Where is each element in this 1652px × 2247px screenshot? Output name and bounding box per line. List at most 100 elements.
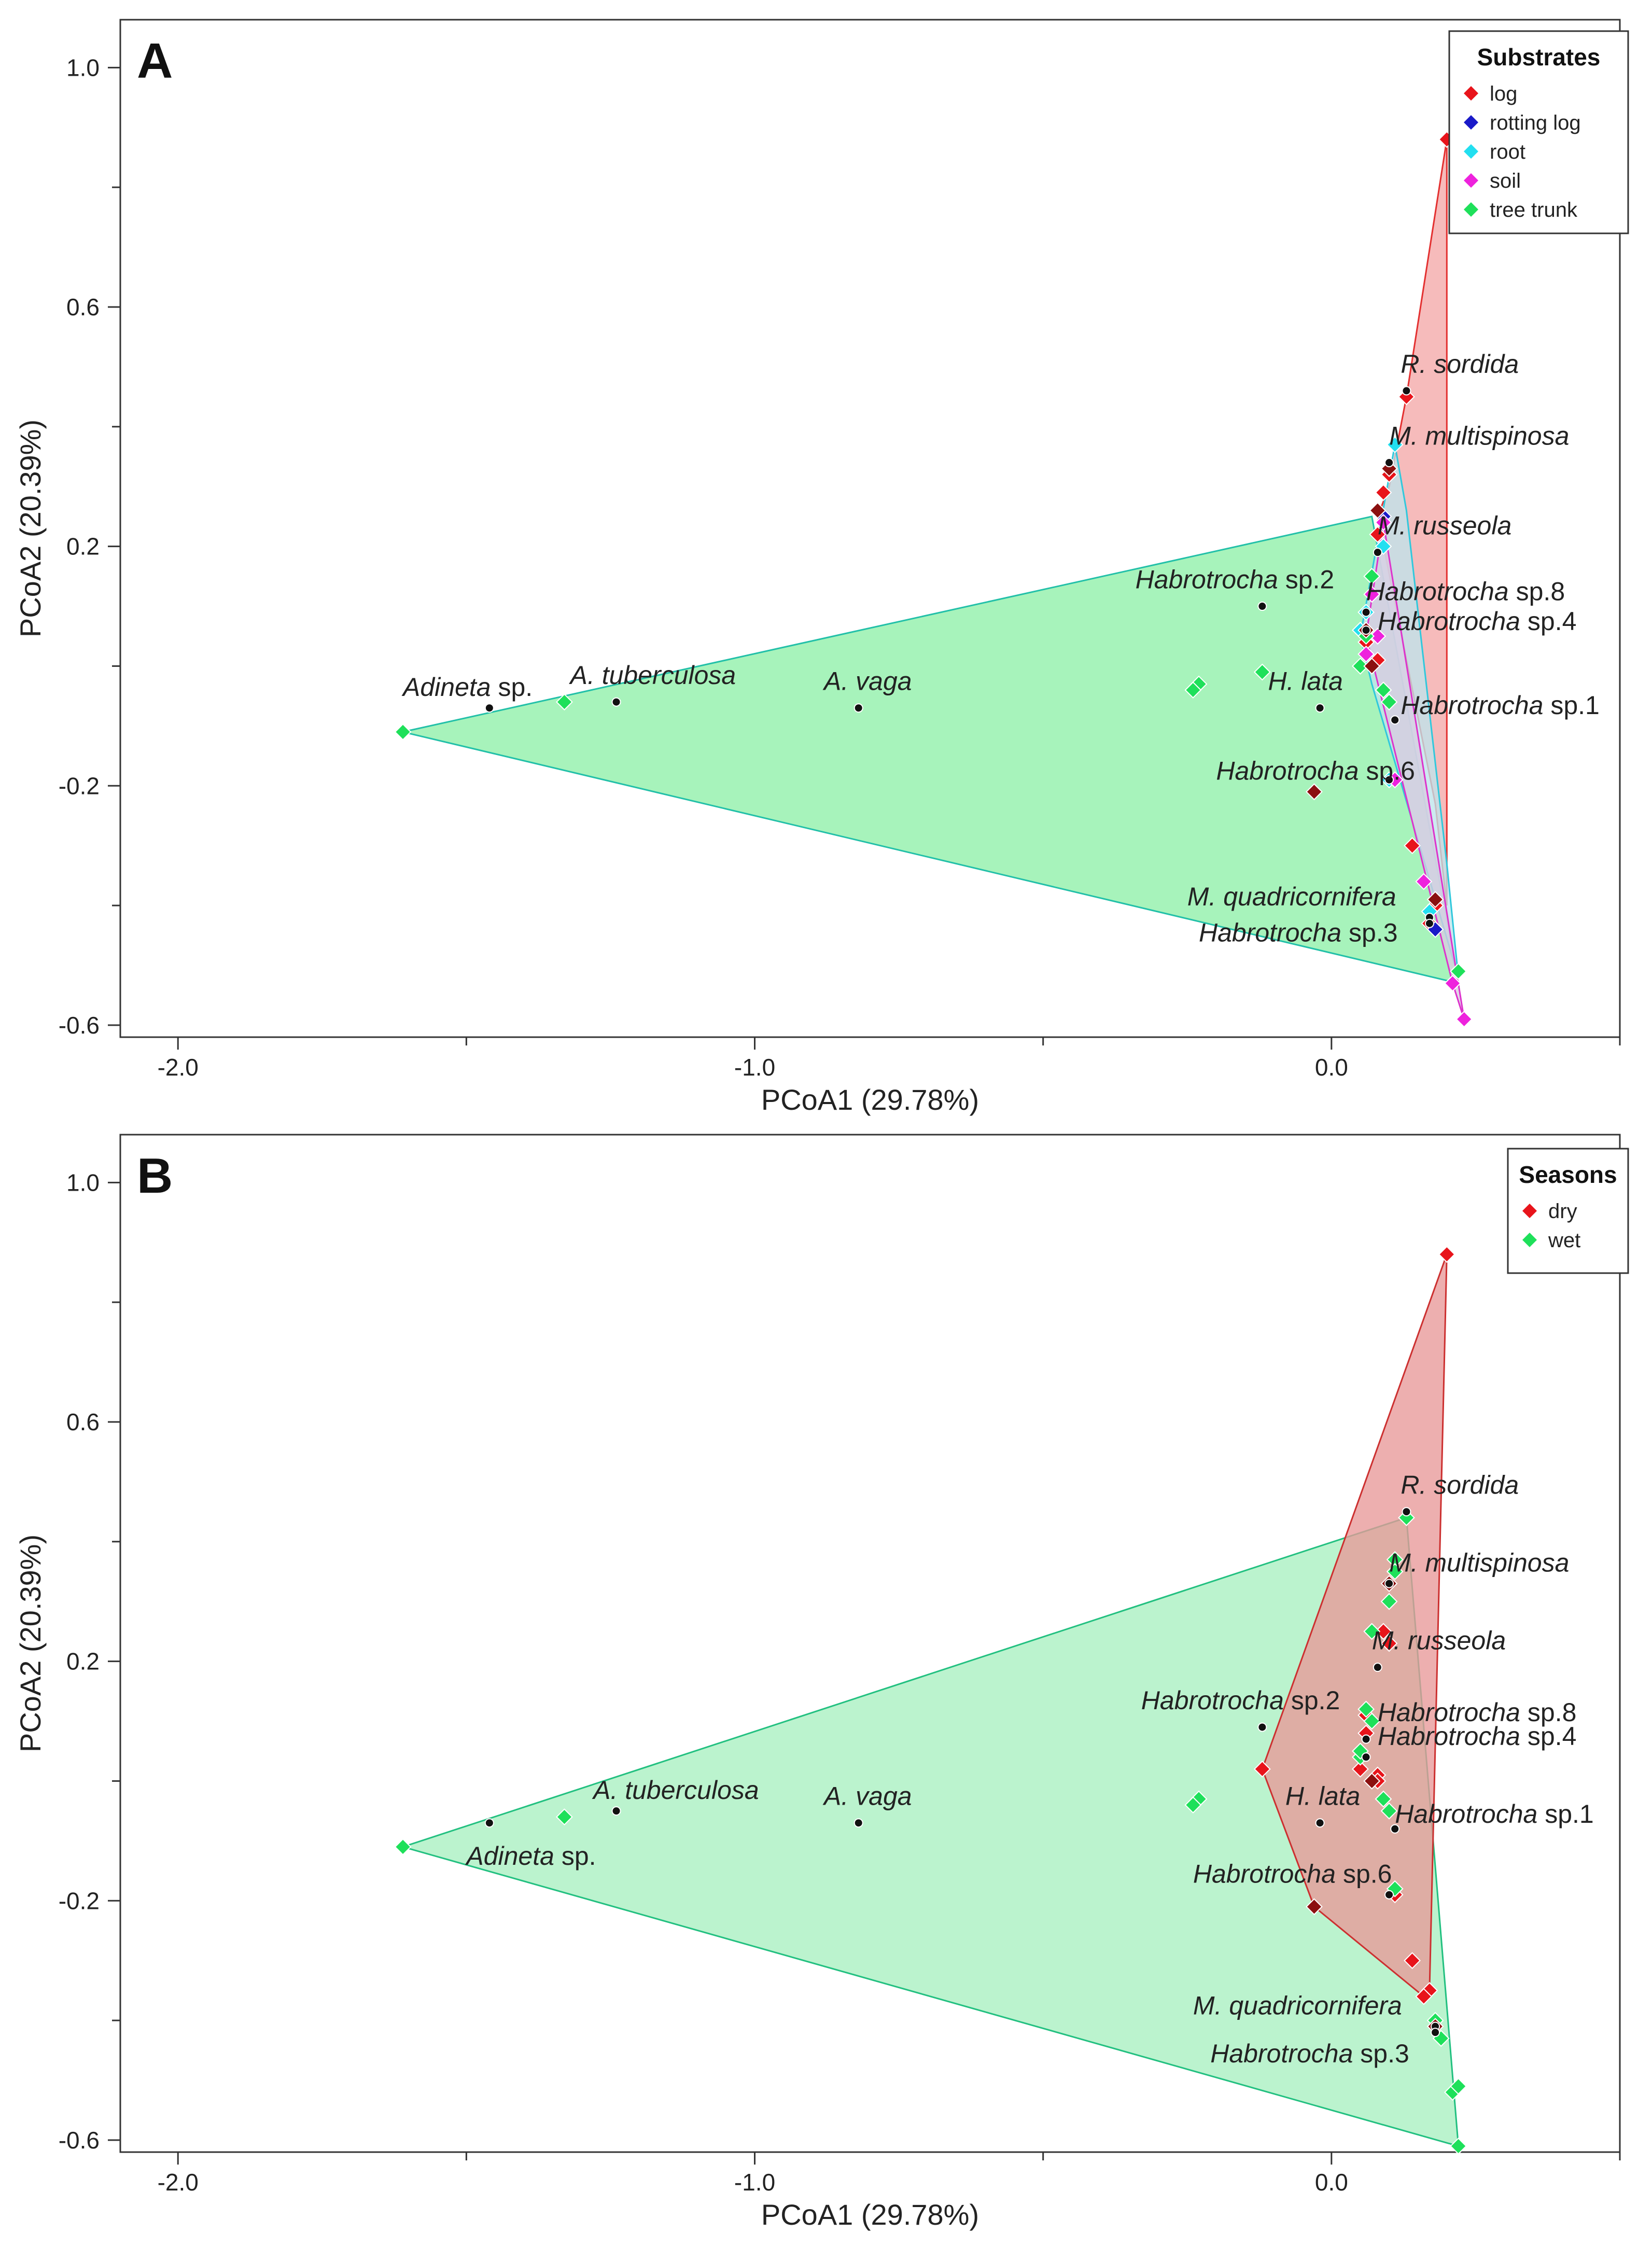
point-dark — [1306, 783, 1323, 801]
species-label: Habrotrocha sp.2 — [1136, 565, 1335, 594]
species-label: Habrotrocha sp.3 — [1210, 2039, 1409, 2068]
point-dark — [1369, 501, 1387, 519]
species-marker — [1361, 607, 1371, 617]
y-tick-label: -0.6 — [59, 1012, 100, 1039]
species-label-suffix: sp.3 — [1353, 2039, 1409, 2068]
species-label: Habrotrocha sp.8 — [1378, 1698, 1577, 1727]
x-axis-title: PCoA1 (29.78%) — [761, 2198, 979, 2231]
point-dry — [1375, 1623, 1392, 1640]
point-wet — [1357, 1700, 1375, 1718]
species-label-italic: Habrotrocha — [1210, 2039, 1353, 2068]
species-label-italic: Habrotrocha — [1136, 565, 1278, 594]
point-soil — [1357, 645, 1375, 663]
y-axis-title: PCoA2 (20.39%) — [14, 1534, 47, 1752]
species-marker — [1402, 1507, 1411, 1517]
species-marker — [853, 703, 863, 713]
species-label: M. multispinosa — [1389, 1548, 1569, 1578]
point-wet — [394, 1838, 412, 1855]
species-label: Habrotrocha sp.8 — [1366, 577, 1565, 606]
point-soil — [1415, 873, 1433, 890]
species-marker — [1361, 625, 1371, 635]
species-marker — [1361, 1752, 1371, 1762]
species-label: A. vaga — [822, 1782, 912, 1811]
species-label-suffix: sp.6 — [1336, 1860, 1392, 1889]
species-label-italic: M. multispinosa — [1389, 1548, 1569, 1578]
species-marker — [1390, 1824, 1400, 1834]
legend-label: log — [1490, 82, 1517, 105]
legend-marker-rotting-log — [1464, 115, 1478, 130]
point-tree-trunk — [1184, 681, 1202, 699]
panel-letter: A — [137, 33, 173, 89]
species-label-italic: Habrotrocha — [1378, 1698, 1520, 1727]
species-label: Habrotrocha sp.6 — [1216, 757, 1415, 786]
species-marker — [1257, 602, 1267, 611]
point-dry — [1438, 1246, 1455, 1263]
species-label-italic: Habrotrocha — [1378, 1722, 1520, 1751]
species-label-italic: Habrotrocha — [1216, 757, 1359, 786]
species-marker — [1315, 1818, 1325, 1828]
point-wet — [1184, 1796, 1202, 1814]
species-label: M. quadricornifera — [1187, 882, 1396, 911]
species-marker — [1384, 458, 1394, 468]
species-label-italic: H. lata — [1285, 1782, 1361, 1811]
point-dark — [1363, 658, 1381, 675]
point-wet — [1450, 2138, 1467, 2155]
legend-box — [1448, 30, 1629, 234]
species-label-suffix: sp.6 — [1359, 757, 1415, 786]
species-label: R. sordida — [1401, 1470, 1519, 1499]
species-marker — [1402, 386, 1411, 396]
panel-B: Adineta sp. A. tuberculosa A. vaga Habrotro… — [14, 1134, 1629, 2231]
species-label-suffix: sp.8 — [1520, 1698, 1576, 1727]
y-tick-label: 0.6 — [66, 294, 100, 320]
species-marker — [1424, 918, 1434, 928]
x-tick-label: 0.0 — [1315, 1054, 1348, 1081]
point-dry — [1404, 1952, 1421, 1970]
x-tick-label: -1.0 — [734, 2169, 775, 2196]
species-label: M. multispinosa — [1389, 421, 1569, 450]
species-label: Habrotrocha sp.1 — [1401, 691, 1600, 720]
y-tick-label: 1.0 — [66, 1169, 100, 1196]
species-label-italic: Adineta — [465, 1841, 554, 1871]
y-tick-label: -0.2 — [59, 1887, 100, 1914]
point-tree-trunk — [1352, 658, 1369, 675]
point-tree-trunk — [394, 723, 412, 741]
species-label-suffix: sp. — [554, 1841, 596, 1871]
species-label-italic: Habrotrocha — [1401, 691, 1543, 720]
y-tick-label: 0.2 — [66, 533, 100, 560]
x-axis-title: PCoA1 (29.78%) — [761, 1083, 979, 1116]
species-label-suffix: sp.2 — [1284, 1686, 1340, 1715]
species-label: H. lata — [1268, 667, 1343, 696]
y-axis-title: PCoA2 (20.39%) — [14, 420, 47, 637]
point-wet — [1386, 1563, 1404, 1580]
species-label-italic: M. russeola — [1378, 511, 1511, 540]
legend-label: wet — [1548, 1229, 1580, 1252]
species-label: Habrotrocha sp.6 — [1193, 1860, 1392, 1889]
y-tick-label: 0.6 — [66, 1408, 100, 1435]
species-label-suffix: sp.4 — [1520, 1722, 1576, 1751]
species-marker — [611, 697, 621, 707]
legend: Seasons dry wet — [1507, 1148, 1629, 1274]
species-label-italic: Habrotrocha — [1199, 918, 1341, 947]
legend-label: tree trunk — [1490, 199, 1578, 221]
species-label-suffix: sp.1 — [1543, 691, 1599, 720]
panel-letter: B — [137, 1148, 173, 1204]
species-label: A. tuberculosa — [569, 661, 736, 690]
species-label-italic: Habrotrocha — [1141, 1686, 1284, 1715]
species-label-suffix: sp.1 — [1537, 1799, 1593, 1829]
species-label: A. vaga — [822, 667, 912, 696]
point-log — [1404, 837, 1421, 855]
species-label-italic: A. vaga — [822, 667, 912, 696]
species-label-italic: M. quadricornifera — [1193, 1991, 1402, 2020]
species-marker — [1315, 703, 1325, 713]
species-label: H. lata — [1285, 1782, 1361, 1811]
point-root — [1386, 436, 1404, 453]
point-soil — [1444, 974, 1461, 992]
x-tick-label: -1.0 — [734, 1054, 775, 1081]
species-marker — [1373, 548, 1382, 557]
point-log — [1369, 526, 1387, 543]
species-label-italic: M. quadricornifera — [1187, 882, 1396, 911]
y-tick-label: 1.0 — [66, 54, 100, 81]
point-dark — [1426, 891, 1444, 908]
species-label-suffix: sp.2 — [1278, 565, 1334, 594]
